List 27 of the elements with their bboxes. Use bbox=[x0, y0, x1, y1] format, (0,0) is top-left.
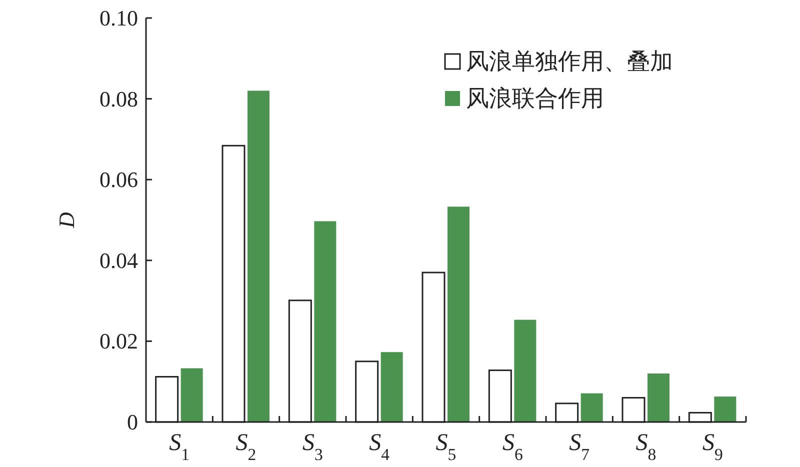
legend-label: 风浪单独作用、叠加 bbox=[466, 49, 673, 75]
bar bbox=[180, 368, 203, 422]
bar bbox=[514, 320, 536, 422]
x-tick-label: S$_{1}$ bbox=[169, 430, 190, 464]
y-tick-label: 0.08 bbox=[100, 86, 138, 112]
bar bbox=[314, 221, 336, 422]
x-tick-label: S$_{8}$ bbox=[636, 430, 656, 464]
bar bbox=[248, 90, 270, 422]
x-tick-label: S$_{4}$ bbox=[369, 430, 390, 464]
x-tick-label: S$_{3}$ bbox=[302, 430, 323, 464]
y-tick-label: 0.10 bbox=[100, 6, 138, 30]
x-tick-label: S$_{7}$ bbox=[569, 430, 590, 464]
y-tick-label: 0 bbox=[127, 410, 138, 434]
bar bbox=[448, 206, 470, 422]
x-tick-label: S$_{9}$ bbox=[702, 430, 723, 464]
bar bbox=[714, 396, 736, 422]
y-tick-label: 0.04 bbox=[100, 248, 138, 273]
x-tick-label: S$_{6}$ bbox=[502, 430, 523, 464]
legend-label: 风浪联合作用 bbox=[466, 86, 604, 112]
y-axis-title: D bbox=[54, 212, 79, 229]
bar bbox=[648, 374, 670, 422]
bar bbox=[380, 352, 403, 422]
y-tick-label: 0.06 bbox=[100, 167, 138, 192]
y-tick-label: 0.02 bbox=[100, 328, 138, 354]
x-tick-label: S$_{2}$ bbox=[236, 430, 256, 464]
bar bbox=[580, 393, 603, 422]
x-tick-label: S$_{5}$ bbox=[436, 430, 456, 464]
